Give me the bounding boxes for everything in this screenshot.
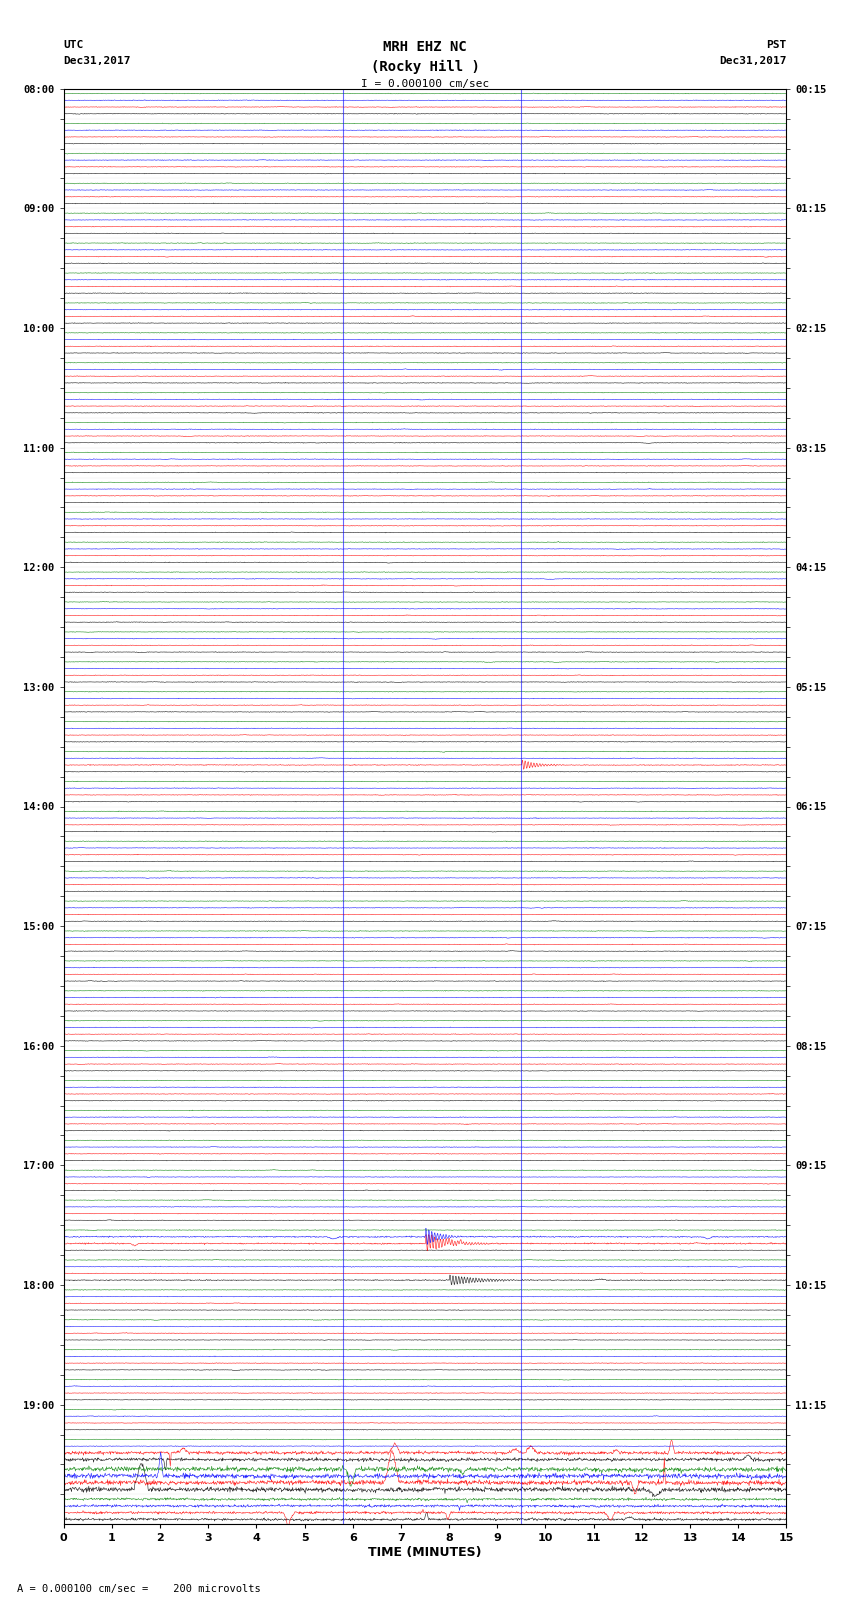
Text: Dec31,2017: Dec31,2017 — [64, 56, 131, 66]
X-axis label: TIME (MINUTES): TIME (MINUTES) — [368, 1547, 482, 1560]
Text: UTC: UTC — [64, 40, 84, 50]
Text: PST: PST — [766, 40, 786, 50]
Text: Dec31,2017: Dec31,2017 — [719, 56, 786, 66]
Text: I = 0.000100 cm/sec: I = 0.000100 cm/sec — [361, 79, 489, 89]
Text: (Rocky Hill ): (Rocky Hill ) — [371, 60, 479, 74]
Text: MRH EHZ NC: MRH EHZ NC — [383, 40, 467, 55]
Text: A = 0.000100 cm/sec =    200 microvolts: A = 0.000100 cm/sec = 200 microvolts — [17, 1584, 261, 1594]
